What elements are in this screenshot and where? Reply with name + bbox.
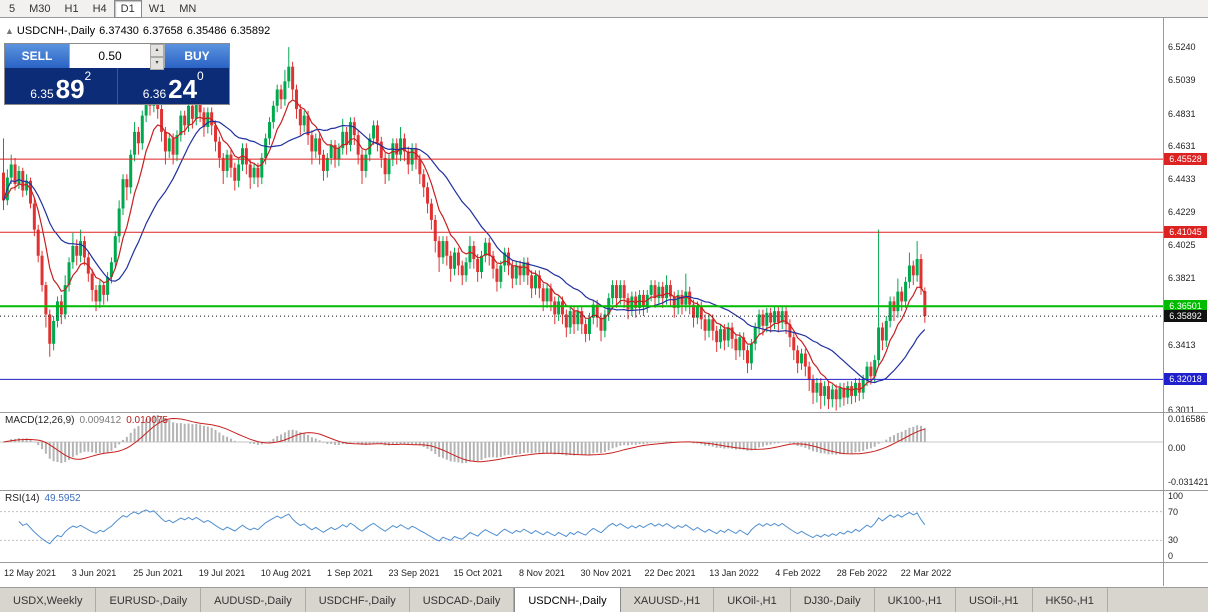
- price-axis-label: 6.4831: [1168, 109, 1196, 119]
- chart-tab-eurusd-daily[interactable]: EURUSD-,Daily: [96, 588, 202, 612]
- chart-tab-usoil-h1[interactable]: USOil-,H1: [956, 588, 1033, 612]
- date-label: 4 Feb 2022: [775, 568, 821, 578]
- volume-increase-button[interactable]: ▴: [150, 44, 164, 57]
- one-click-trading-panel: SELL 0.50 ▴ ▾ BUY 6.35 89 2 6.36: [4, 43, 230, 105]
- date-label: 22 Mar 2022: [900, 568, 952, 578]
- price-badge: 6.35892: [1164, 310, 1207, 322]
- date-label: 15 Oct 2021: [453, 568, 503, 578]
- ohlc-close: 6.35892: [230, 25, 271, 37]
- timeframe-button-5[interactable]: 5: [9, 2, 16, 15]
- sell-price-big: 89: [55, 74, 85, 104]
- one-click-collapse-icon[interactable]: ▲: [5, 26, 14, 36]
- price-axis: 6.45528 6.41045 6.36501 6.35892 6.32018 6.524…: [1164, 18, 1208, 586]
- ohlc-high: 6.37658: [142, 25, 183, 37]
- timeframe-button-m30[interactable]: M30: [29, 2, 51, 15]
- date-label: 22 Dec 2021: [644, 568, 696, 578]
- timeframe-button-h1[interactable]: H1: [64, 2, 79, 15]
- date-label: 30 Nov 2021: [580, 568, 632, 578]
- date-label: 13 Jan 2022: [709, 568, 759, 578]
- date-axis: 12 May 2021 3 Jun 2021 25 Jun 2021 19 Jul 2…: [0, 562, 1163, 586]
- timeframe-button-h4[interactable]: H4: [92, 2, 107, 15]
- volume-decrease-button[interactable]: ▾: [150, 57, 164, 70]
- sell-price-prefix: 6.35: [30, 87, 54, 101]
- chart-tab-hk50-h1[interactable]: HK50-,H1: [1033, 588, 1108, 612]
- price-chart-canvas[interactable]: [0, 19, 1163, 412]
- date-label: 1 Sep 2021: [326, 568, 374, 578]
- rsi-axis-label: 100: [1168, 491, 1184, 501]
- price-axis-label: 6.5240: [1168, 42, 1196, 52]
- date-label: 10 Aug 2021: [260, 568, 312, 578]
- rsi-value: 49.5952: [44, 493, 81, 504]
- date-label: 3 Jun 2021: [71, 568, 117, 578]
- chart-tab-audusd-daily[interactable]: AUDUSD-,Daily: [201, 588, 306, 612]
- price-axis-label: 6.4631: [1168, 141, 1196, 151]
- macd-value: 0.009412: [79, 415, 122, 426]
- volume-value[interactable]: 0.50: [98, 49, 122, 63]
- buy-price-display[interactable]: 6.36 24 0: [118, 68, 230, 104]
- timeframe-button-d1[interactable]: D1: [113, 0, 142, 18]
- price-axis-label: 6.5039: [1168, 75, 1196, 85]
- buy-price-big: 24: [168, 74, 198, 104]
- rsi-axis-label: 30: [1168, 535, 1179, 545]
- ohlc-low: 6.35486: [186, 25, 227, 37]
- chart-region: ▲ USDCNH-,Daily 6.37430 6.37658 6.35486 6.358…: [0, 19, 1163, 586]
- sell-price-sup: 2: [84, 69, 92, 83]
- price-axis-label: 6.3413: [1168, 340, 1196, 350]
- price-axis-label: 6.3011: [1168, 405, 1195, 415]
- timeframe-button-mn[interactable]: MN: [179, 2, 197, 15]
- price-axis-label: 6.3821: [1168, 273, 1196, 283]
- chart-tab-usdcnh-daily[interactable]: USDCNH-,Daily: [514, 588, 621, 612]
- chart-tab-bar: USDX,Weekly EURUSD-,Daily AUDUSD-,Daily USD…: [0, 587, 1208, 612]
- axis-separator: [1163, 18, 1164, 586]
- price-axis-label: 6.4433: [1168, 174, 1196, 184]
- date-label: 23 Sep 2021: [388, 568, 440, 578]
- rsi-indicator-label: RSI(14) 49.5952: [5, 493, 81, 504]
- date-label: 12 May 2021: [3, 568, 57, 578]
- panel-separator: [0, 490, 1208, 491]
- price-badge: 6.32018: [1164, 373, 1207, 385]
- macd-signal-value: 0.010075: [126, 415, 168, 426]
- macd-name: MACD(12,26,9): [5, 415, 75, 426]
- price-axis-label: 6.4229: [1168, 207, 1196, 217]
- macd-axis-label: 0.016586: [1168, 414, 1206, 424]
- buy-button[interactable]: BUY: [165, 44, 229, 68]
- timeframe-button-w1[interactable]: W1: [148, 2, 166, 15]
- chart-tab-ukoil-h1[interactable]: UKOil-,H1: [714, 588, 791, 612]
- chart-tab-xauusd-h1[interactable]: XAUUSD-,H1: [621, 588, 715, 612]
- volume-field[interactable]: 0.50 ▴ ▾: [69, 44, 165, 70]
- chart-tab-usdcad-daily[interactable]: USDCAD-,Daily: [410, 588, 515, 612]
- chart-tab-usdchf-daily[interactable]: USDCHF-,Daily: [306, 588, 410, 612]
- rsi-axis-label: 0: [1168, 551, 1174, 561]
- buy-price-sup: 0: [197, 69, 204, 83]
- chart-tab-usdx-weekly[interactable]: USDX,Weekly: [0, 588, 97, 612]
- macd-axis-label: -0.031421: [1168, 477, 1208, 487]
- rsi-name: RSI(14): [5, 493, 40, 504]
- date-label: 28 Feb 2022: [836, 568, 888, 578]
- timeframe-toolbar: 5 M30 H1 H4 D1 W1 MN: [0, 0, 1208, 18]
- date-label: 25 Jun 2021: [133, 568, 183, 578]
- price-badge: 6.41045: [1164, 226, 1207, 238]
- macd-indicator-label: MACD(12,26,9) 0.009412 0.010075: [5, 415, 168, 426]
- price-badge: 6.36501: [1164, 300, 1207, 312]
- chart-symbol-label: USDCNH-,Daily: [16, 25, 96, 37]
- price-badge: 6.45528: [1164, 153, 1207, 165]
- chart-tab-dj30-daily[interactable]: DJ30-,Daily: [791, 588, 875, 612]
- date-label: 8 Nov 2021: [518, 568, 566, 578]
- macd-canvas[interactable]: [0, 412, 1163, 490]
- panel-separator: [0, 412, 1208, 413]
- sell-price-display[interactable]: 6.35 89 2: [5, 68, 118, 104]
- date-label: 19 Jul 2021: [198, 568, 246, 578]
- chart-ohlc-header: ▲ USDCNH-,Daily 6.37430 6.37658 6.35486 6.358…: [5, 25, 274, 37]
- ohlc-open: 6.37430: [99, 25, 139, 37]
- buy-price-prefix: 6.36: [142, 87, 167, 101]
- panel-separator: [0, 562, 1208, 563]
- macd-axis-label: 0.00: [1168, 443, 1186, 453]
- sell-button[interactable]: SELL: [5, 44, 69, 68]
- rsi-canvas[interactable]: [0, 490, 1163, 562]
- chart-tab-uk100-h1[interactable]: UK100-,H1: [875, 588, 957, 612]
- price-axis-label: 6.4025: [1168, 240, 1196, 250]
- rsi-axis-label: 70: [1168, 507, 1179, 517]
